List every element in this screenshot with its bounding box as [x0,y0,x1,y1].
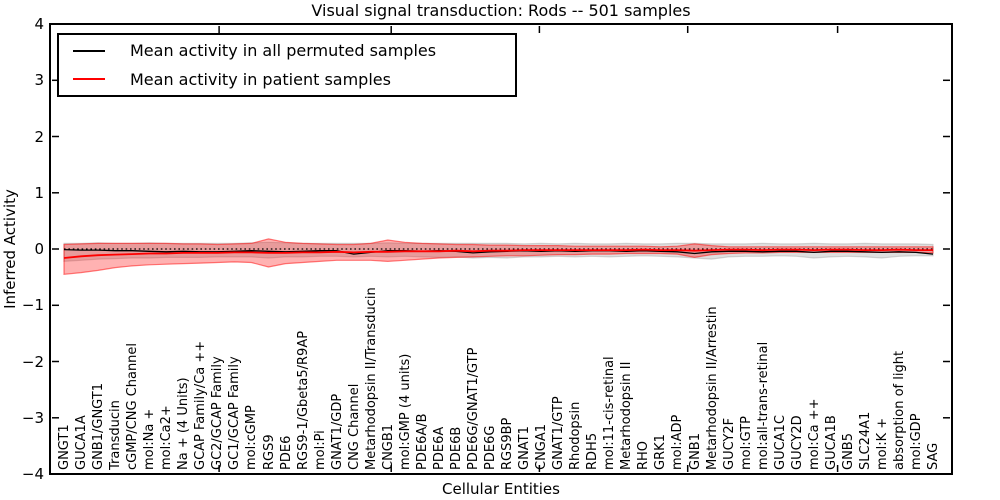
y-tick-label: −2 [21,352,44,371]
y-tick-label: 3 [34,71,44,90]
x-category-label: CNGB1 [380,423,396,470]
legend-label: Mean activity in patient samples [130,69,391,89]
y-tick-label: −4 [21,465,44,483]
y-tick-label: −3 [21,408,44,427]
x-category-label: PDE6G [483,425,498,470]
x-category-label: mol:11-cis-retinal [602,356,618,470]
x-category-label: mol:Pi [312,430,328,470]
x-category-label: mol:all-trans-retinal [755,341,771,470]
x-category-label: RGS9-1/Gbeta5/R9AP [295,330,311,470]
x-category-label: mol:cGMP [244,405,260,470]
legend-label: Mean activity in all permuted samples [130,41,437,61]
x-category-label: PDE6B [448,426,464,470]
x-category-label: GNAT1 [517,426,533,470]
x-category-label: Metarhodopsin II [619,361,635,470]
x-category-label: GUCA1B [823,415,839,470]
x-category-label: mol:GDP [909,413,924,470]
x-category-label: GNAT1/GTP [551,396,567,470]
x-category-label: GNB1 [687,433,703,470]
x-category-label: GUCY2D [789,415,805,470]
x-category-label: GC2/GCAP Family [210,356,226,470]
y-tick-label: 0 [34,240,44,258]
x-category-label: SAG [926,442,941,470]
x-category-label: GUCA1A [74,415,89,470]
x-category-label: GRK1 [653,434,669,470]
x-category-label: mol:K + [874,417,890,470]
x-category-label: GC1/GCAP Family [227,356,243,470]
x-category-label: PDE6 [278,435,294,470]
x-category-label: GNGT1 [57,424,72,470]
x-category-label: Metarhodopsin II/Arrestin [704,306,720,470]
legend-entry: Mean activity in patient samples [59,66,515,92]
x-category-label: GNAT1/GDP [329,393,345,470]
legend-line-sample-black [73,49,105,52]
x-category-label: GUCY2F [721,417,737,470]
y-tick-label: 1 [34,183,44,202]
x-category-label: RHO [636,440,652,470]
x-category-label: Transducin [108,400,124,470]
x-category-label: RGS9 [261,434,277,470]
x-category-label: GNB5 [840,433,856,470]
x-category-label: CNG Channel [346,383,362,470]
y-tick-label: 4 [34,15,44,33]
x-category-label: Metarhodopsin II/Transducin [363,287,379,470]
legend: Mean activity in all permuted samples Me… [57,33,517,97]
x-category-label: Rhodopsin [568,401,584,470]
x-category-label: Na + (4 Units) [176,377,192,470]
y-tick-label: −1 [21,296,44,315]
x-category-label: RGS9BP [500,417,515,470]
x-category-label: mol:ADP [670,414,686,470]
x-category-label: mol:GMP (4 units) [397,353,413,470]
legend-line-sample-red [73,78,105,81]
x-category-label: mol:Na + [142,408,158,470]
x-category-label: SLC24A1 [857,411,873,470]
x-category-label: CNGA1 [534,423,550,470]
x-category-label: cGMP/CNG Channel [125,342,141,470]
x-category-label: GCAP Family/Ca ++ [193,340,209,470]
x-category-label: GUCA1C [772,415,788,470]
legend-entry: Mean activity in all permuted samples [59,38,515,64]
x-category-label: PDE6A [431,426,447,470]
x-category-label: mol:Ca2+ [159,405,175,470]
chart-title: Visual signal transduction: Rods -- 501 … [311,1,691,20]
x-category-label: PDE6G/GNAT1/GTP [466,347,481,470]
x-category-label: GNB1/GNGT1 [91,383,107,470]
x-category-label: RDH5 [585,432,601,470]
y-tick-label: 2 [34,127,44,146]
x-category-label: mol:Ca ++ [806,398,822,470]
x-category-label: absorption of light [892,350,907,470]
x-category-label: mol:GTP [738,416,754,470]
x-axis-label: Cellular Entities [442,480,560,498]
x-category-label: PDE6A/B [414,413,430,470]
